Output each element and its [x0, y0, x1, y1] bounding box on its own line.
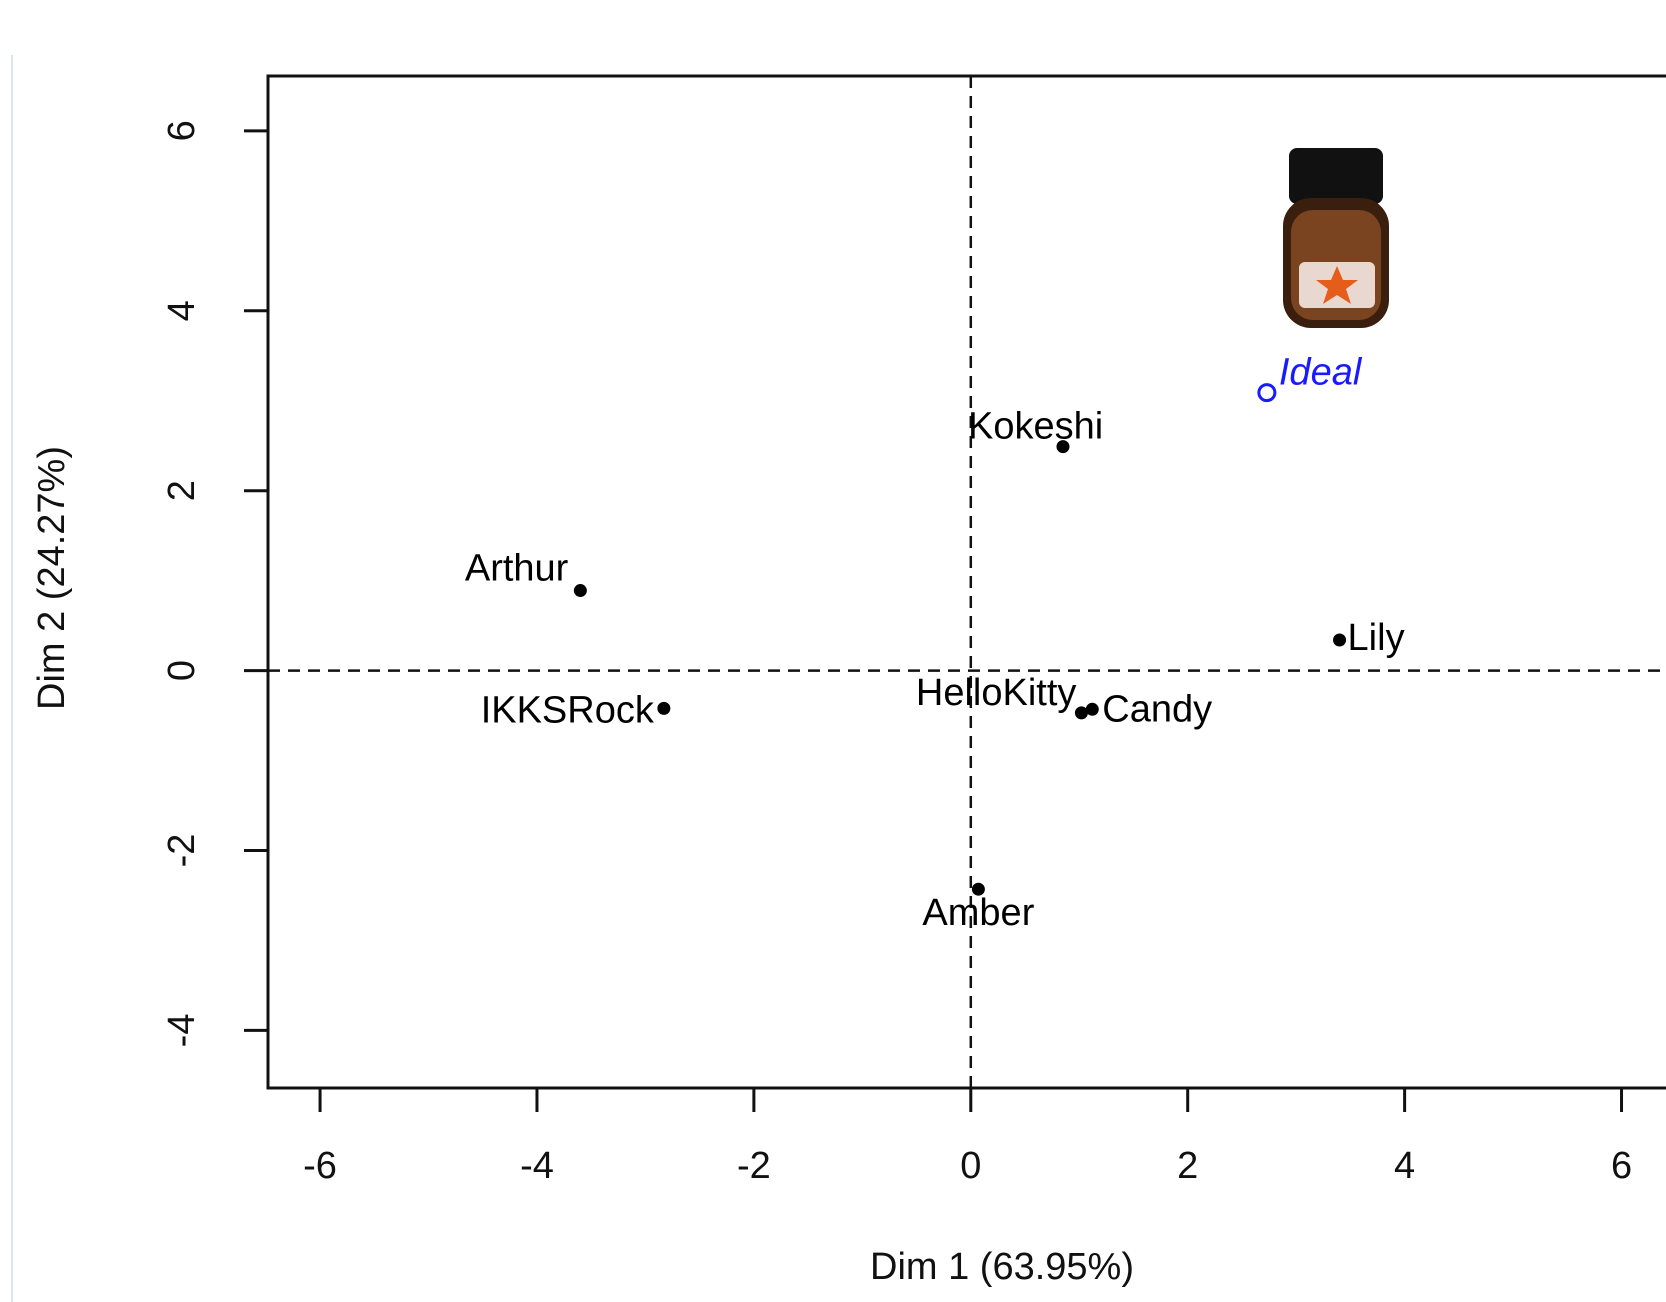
y-tick-label: 0 [161, 660, 203, 681]
point-label: Ideal [1279, 352, 1363, 394]
bottle-image [1283, 148, 1389, 328]
chart: Dim 1 (63.95%) Dim 2 (24.27%) -6 -4 -2 0 2 4 6… [0, 0, 1666, 1302]
x-tick-label: -4 [520, 1145, 554, 1187]
y-tick-label: 4 [161, 300, 203, 321]
y-tick-label: 6 [161, 120, 203, 141]
point-label: IKKSRock [481, 689, 655, 731]
x-tick-label: -6 [303, 1145, 337, 1187]
point-label: Kokeshi [968, 406, 1103, 448]
x-tick-label: 2 [1177, 1145, 1198, 1187]
point-label: HelloKitty [916, 672, 1077, 714]
y-axis-title: Dim 2 (24.27%) [31, 446, 73, 710]
point [1334, 634, 1346, 646]
point [1086, 703, 1098, 715]
x-tick-label: 6 [1611, 1145, 1632, 1187]
point [1259, 385, 1275, 401]
y-tick-label: -4 [161, 1014, 203, 1048]
point-label: Arthur [465, 548, 569, 590]
point [658, 702, 670, 714]
y-tick-label: 2 [161, 480, 203, 501]
x-axis-title: Dim 1 (63.95%) [870, 1246, 1134, 1288]
point-label: Candy [1102, 688, 1212, 730]
point [574, 585, 586, 597]
point [1075, 707, 1087, 719]
x-tick-label: 0 [960, 1145, 981, 1187]
x-tick-label: -2 [737, 1145, 771, 1187]
x-tick-label: 4 [1394, 1145, 1415, 1187]
y-tick-label: -2 [161, 834, 203, 868]
point-label: Amber [922, 892, 1034, 934]
point-label: Lily [1348, 617, 1405, 659]
